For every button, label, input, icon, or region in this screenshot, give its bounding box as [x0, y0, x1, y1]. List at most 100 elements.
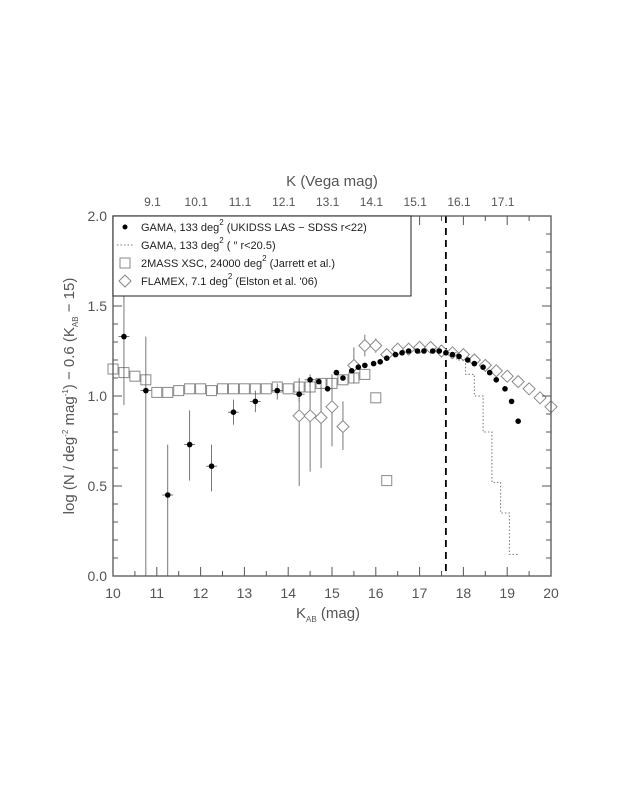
- twomass-square: [217, 383, 228, 395]
- chart-legend: GAMA, 133 deg2 (UKIDSS LAS − SDSS r<22) G…: [112, 215, 412, 297]
- gama-point: [296, 391, 302, 398]
- gama-point: [362, 362, 368, 369]
- x-tick-label: 20: [543, 585, 559, 601]
- top-axis-title: K (Vega mag): [286, 173, 378, 190]
- chart-marks: [107, 216, 558, 576]
- legend-box: [112, 215, 412, 297]
- x-axis-title: KAB (mag): [296, 605, 360, 624]
- gama-point: [405, 348, 412, 354]
- y-axis-title-group: log (N / deg-2 mag-1) − 0.6 (KAB − 15): [61, 278, 80, 515]
- twomass-square: [184, 383, 196, 395]
- top-tick-label: 12.1: [272, 195, 296, 209]
- gama-point: [383, 355, 390, 362]
- gama-point: [143, 387, 149, 394]
- flamex-diamond: [292, 409, 306, 423]
- legend-entry: GAMA, 133 deg2 (UKIDSS LAS − SDSS r<22): [141, 218, 367, 234]
- twomass-square: [195, 383, 207, 395]
- y-axis-title: log (N / deg-2 mag-1) − 0.6 (KAB − 15): [61, 278, 80, 515]
- x-tick-label: 18: [456, 585, 472, 601]
- gama-point: [421, 348, 427, 354]
- gama-point: [429, 348, 436, 354]
- gama-r205-step-line: [448, 352, 519, 555]
- top-tick-label: 11.1: [229, 195, 252, 209]
- gama-point: [307, 377, 313, 383]
- y-tick-label: 2.0: [88, 208, 108, 224]
- gama-point: [355, 364, 362, 371]
- gama-point: [464, 357, 471, 363]
- twomass-square: [206, 385, 218, 397]
- x-tick-label: 11: [150, 585, 165, 601]
- twomass-square: [238, 383, 250, 395]
- twomass-square: [173, 385, 185, 397]
- flamex-diamond: [522, 382, 536, 396]
- flamex-diamond: [500, 369, 514, 383]
- legend-entry: GAMA, 133 deg2 ( ″ r<20.5): [141, 236, 276, 252]
- gama-point: [414, 348, 421, 354]
- flamex-diamond: [303, 409, 317, 423]
- gama-point: [508, 398, 515, 405]
- gama-point: [186, 441, 193, 448]
- x-tick-label: 14: [280, 585, 296, 601]
- gama-point: [208, 463, 215, 470]
- gama-point: [502, 386, 508, 392]
- flamex-diamond: [511, 374, 525, 389]
- x-tick-label: 19: [499, 585, 515, 601]
- gama-point: [316, 378, 322, 385]
- x-tick-label: 10: [105, 585, 121, 601]
- twomass-square: [381, 475, 393, 487]
- flamex-diamond: [314, 410, 328, 425]
- gama-point: [370, 360, 377, 367]
- top-tick-label: 15.1: [404, 195, 428, 209]
- gama-point: [392, 351, 399, 358]
- gama-point: [164, 492, 171, 498]
- twomass-square: [370, 392, 382, 404]
- legend-marker-square: [119, 257, 131, 269]
- twomass-square: [162, 386, 174, 398]
- legend-entry: 2MASS XSC, 24000 deg2 (Jarrett et al.): [141, 254, 335, 270]
- y-tick-label: 1.5: [88, 298, 108, 314]
- flamex-diamond: [489, 364, 503, 378]
- twomass-square: [282, 383, 294, 395]
- x-tick-label: 12: [193, 585, 209, 601]
- flamex-diamond: [369, 338, 383, 353]
- chart-axes: 10 11 12 13 14 15 16 17 18 19 20 0.0 0.5 1.0 1.5 2.0 9.1…: [61, 173, 559, 624]
- twomass-square: [260, 383, 272, 395]
- gama-point: [480, 364, 486, 371]
- legend-marker-diamond: [118, 274, 132, 288]
- top-tick-label: 10.1: [185, 195, 209, 209]
- flamex-diamond: [336, 419, 350, 434]
- gama-point: [456, 353, 462, 360]
- x-tick-label: 16: [368, 585, 384, 601]
- gama-point: [348, 368, 355, 374]
- gama-point: [274, 387, 281, 394]
- x-tick-label: 15: [324, 585, 340, 601]
- twomass-square: [129, 370, 141, 382]
- twomass-square: [151, 386, 163, 398]
- gama-point: [333, 369, 340, 376]
- twomass-square: [227, 383, 239, 395]
- top-tick-label: 13.1: [316, 195, 340, 209]
- flamex-diamond: [325, 400, 339, 414]
- top-tick-label: 14.1: [360, 195, 384, 209]
- y-tick-label: 0.5: [88, 478, 108, 494]
- flamex-diamond: [533, 391, 547, 405]
- top-tick-label: 17.1: [491, 195, 515, 209]
- top-tick-label: 9.1: [144, 195, 161, 209]
- gama-point: [471, 360, 478, 367]
- gama-point: [443, 350, 449, 356]
- gama-point: [324, 386, 331, 392]
- flamex-diamond: [358, 338, 372, 353]
- gama-point: [252, 398, 259, 405]
- gama-point: [493, 377, 500, 383]
- x-tick-label: 17: [412, 585, 428, 601]
- y-tick-label: 0.0: [88, 568, 108, 584]
- legend-marker-circle: [122, 224, 128, 230]
- gama-point: [449, 351, 456, 358]
- twomass-square: [359, 368, 371, 380]
- gama-point: [486, 369, 493, 376]
- gama-point: [399, 350, 405, 356]
- gama-point: [436, 348, 443, 354]
- gama-point: [230, 409, 237, 416]
- top-tick-label: 16.1: [447, 195, 471, 209]
